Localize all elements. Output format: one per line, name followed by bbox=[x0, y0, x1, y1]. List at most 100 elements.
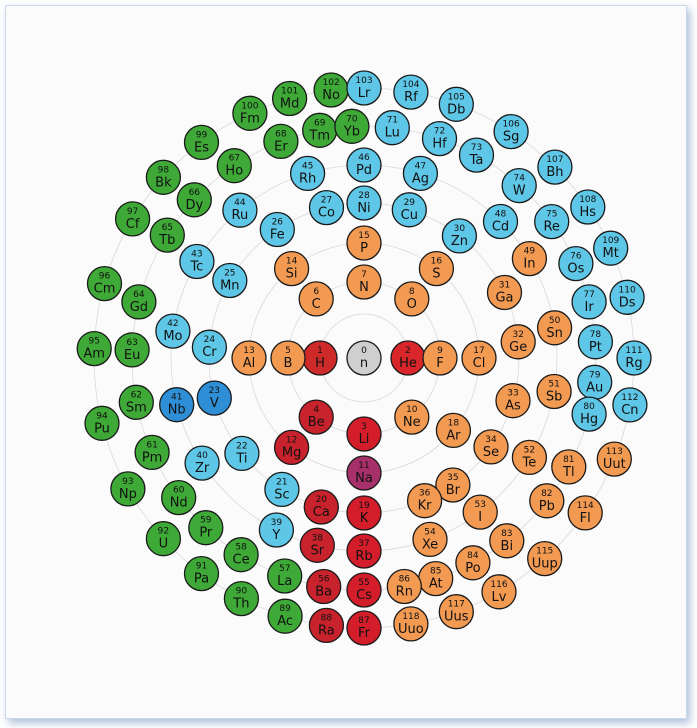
element-circle bbox=[258, 512, 295, 548]
element-o: 8O bbox=[394, 281, 430, 317]
atomic-number: 97 bbox=[127, 207, 138, 217]
element-circle bbox=[224, 435, 260, 472]
atomic-number: 14 bbox=[286, 257, 298, 267]
element-symbol: Uut bbox=[603, 457, 626, 472]
element-symbol: Rn bbox=[396, 585, 413, 600]
element-u: 92U bbox=[145, 521, 182, 557]
element-symbol: Pd bbox=[356, 163, 372, 178]
element-circle bbox=[536, 373, 572, 410]
atomic-number: 103 bbox=[355, 76, 372, 86]
element-circle bbox=[435, 412, 472, 449]
element-circle bbox=[571, 396, 607, 432]
element-symbol: Po bbox=[465, 561, 480, 576]
element-circle bbox=[270, 340, 306, 376]
atomic-number: 54 bbox=[424, 527, 436, 537]
element-circle bbox=[159, 387, 195, 423]
element-circle bbox=[222, 192, 258, 228]
element-symbol: Tb bbox=[158, 233, 175, 248]
element-circle bbox=[334, 108, 370, 144]
element-symbol: K bbox=[360, 511, 369, 526]
atomic-number: 87 bbox=[358, 616, 369, 626]
element-symbol: In bbox=[523, 257, 535, 272]
atomic-number: 106 bbox=[503, 120, 520, 130]
element-circle bbox=[455, 545, 491, 581]
element-symbol: Si bbox=[286, 267, 298, 282]
element-symbol: N bbox=[359, 280, 369, 295]
element-circle bbox=[176, 182, 212, 218]
element-symbol: Rb bbox=[355, 549, 372, 564]
atomic-number: 65 bbox=[162, 223, 173, 233]
element-circle bbox=[223, 537, 259, 573]
element-symbol: P bbox=[360, 241, 368, 256]
atomic-number: 104 bbox=[402, 80, 419, 90]
element-circle bbox=[612, 387, 648, 423]
atomic-number: 110 bbox=[619, 285, 636, 295]
element-symbol: Ge bbox=[509, 340, 527, 355]
atomic-number: 115 bbox=[536, 547, 553, 557]
atomic-number: 79 bbox=[589, 370, 601, 380]
element-circle bbox=[593, 230, 629, 266]
atomic-number: 52 bbox=[524, 445, 535, 455]
element-symbol: Se bbox=[483, 445, 499, 460]
element-symbol: Zn bbox=[451, 234, 468, 249]
atomic-number: 91 bbox=[196, 562, 207, 572]
element-n: 7N bbox=[346, 264, 382, 300]
element-symbol: Pm bbox=[142, 450, 163, 465]
element-symbol: Sg bbox=[503, 130, 520, 145]
element-circle bbox=[616, 340, 652, 376]
element-circle bbox=[306, 568, 342, 605]
atomic-number: 86 bbox=[399, 575, 411, 585]
element-symbol: Co bbox=[318, 206, 335, 221]
atomic-number: 3 bbox=[361, 422, 367, 432]
atomic-number: 46 bbox=[358, 153, 370, 163]
atomic-number: 33 bbox=[507, 389, 518, 399]
atomic-number: 28 bbox=[358, 191, 370, 201]
element-symbol: I bbox=[478, 510, 482, 525]
element-v: 23V bbox=[196, 380, 232, 416]
element-symbol: Rf bbox=[404, 90, 418, 105]
atomic-number: 117 bbox=[448, 600, 465, 610]
atomic-number: 99 bbox=[196, 130, 208, 140]
element-circle bbox=[110, 471, 146, 507]
element-symbol: Th bbox=[232, 597, 249, 612]
atomic-number: 57 bbox=[279, 564, 290, 574]
element-circle bbox=[406, 483, 443, 519]
element-circle bbox=[155, 313, 191, 349]
atomic-number: 68 bbox=[275, 129, 287, 139]
element-circle bbox=[473, 429, 509, 465]
element-symbol: F bbox=[436, 356, 443, 371]
element-symbol: Ra bbox=[318, 623, 335, 638]
atomic-number: 82 bbox=[541, 489, 552, 499]
element-li: 3Li bbox=[346, 416, 382, 452]
atomic-number: 111 bbox=[625, 346, 642, 356]
element-symbol: C bbox=[312, 297, 321, 312]
atomic-number: 80 bbox=[583, 402, 595, 412]
atomic-number: 95 bbox=[88, 337, 99, 347]
element-circle bbox=[393, 74, 429, 110]
element-symbol: Pr bbox=[199, 526, 213, 541]
element-circle bbox=[298, 399, 334, 435]
atomic-number: 11 bbox=[358, 461, 369, 471]
atomic-number: 2 bbox=[405, 346, 411, 356]
element-symbol: Al bbox=[243, 356, 256, 371]
element-symbol: Sm bbox=[126, 400, 147, 415]
element-circle bbox=[212, 262, 248, 299]
element-circle bbox=[481, 574, 517, 610]
